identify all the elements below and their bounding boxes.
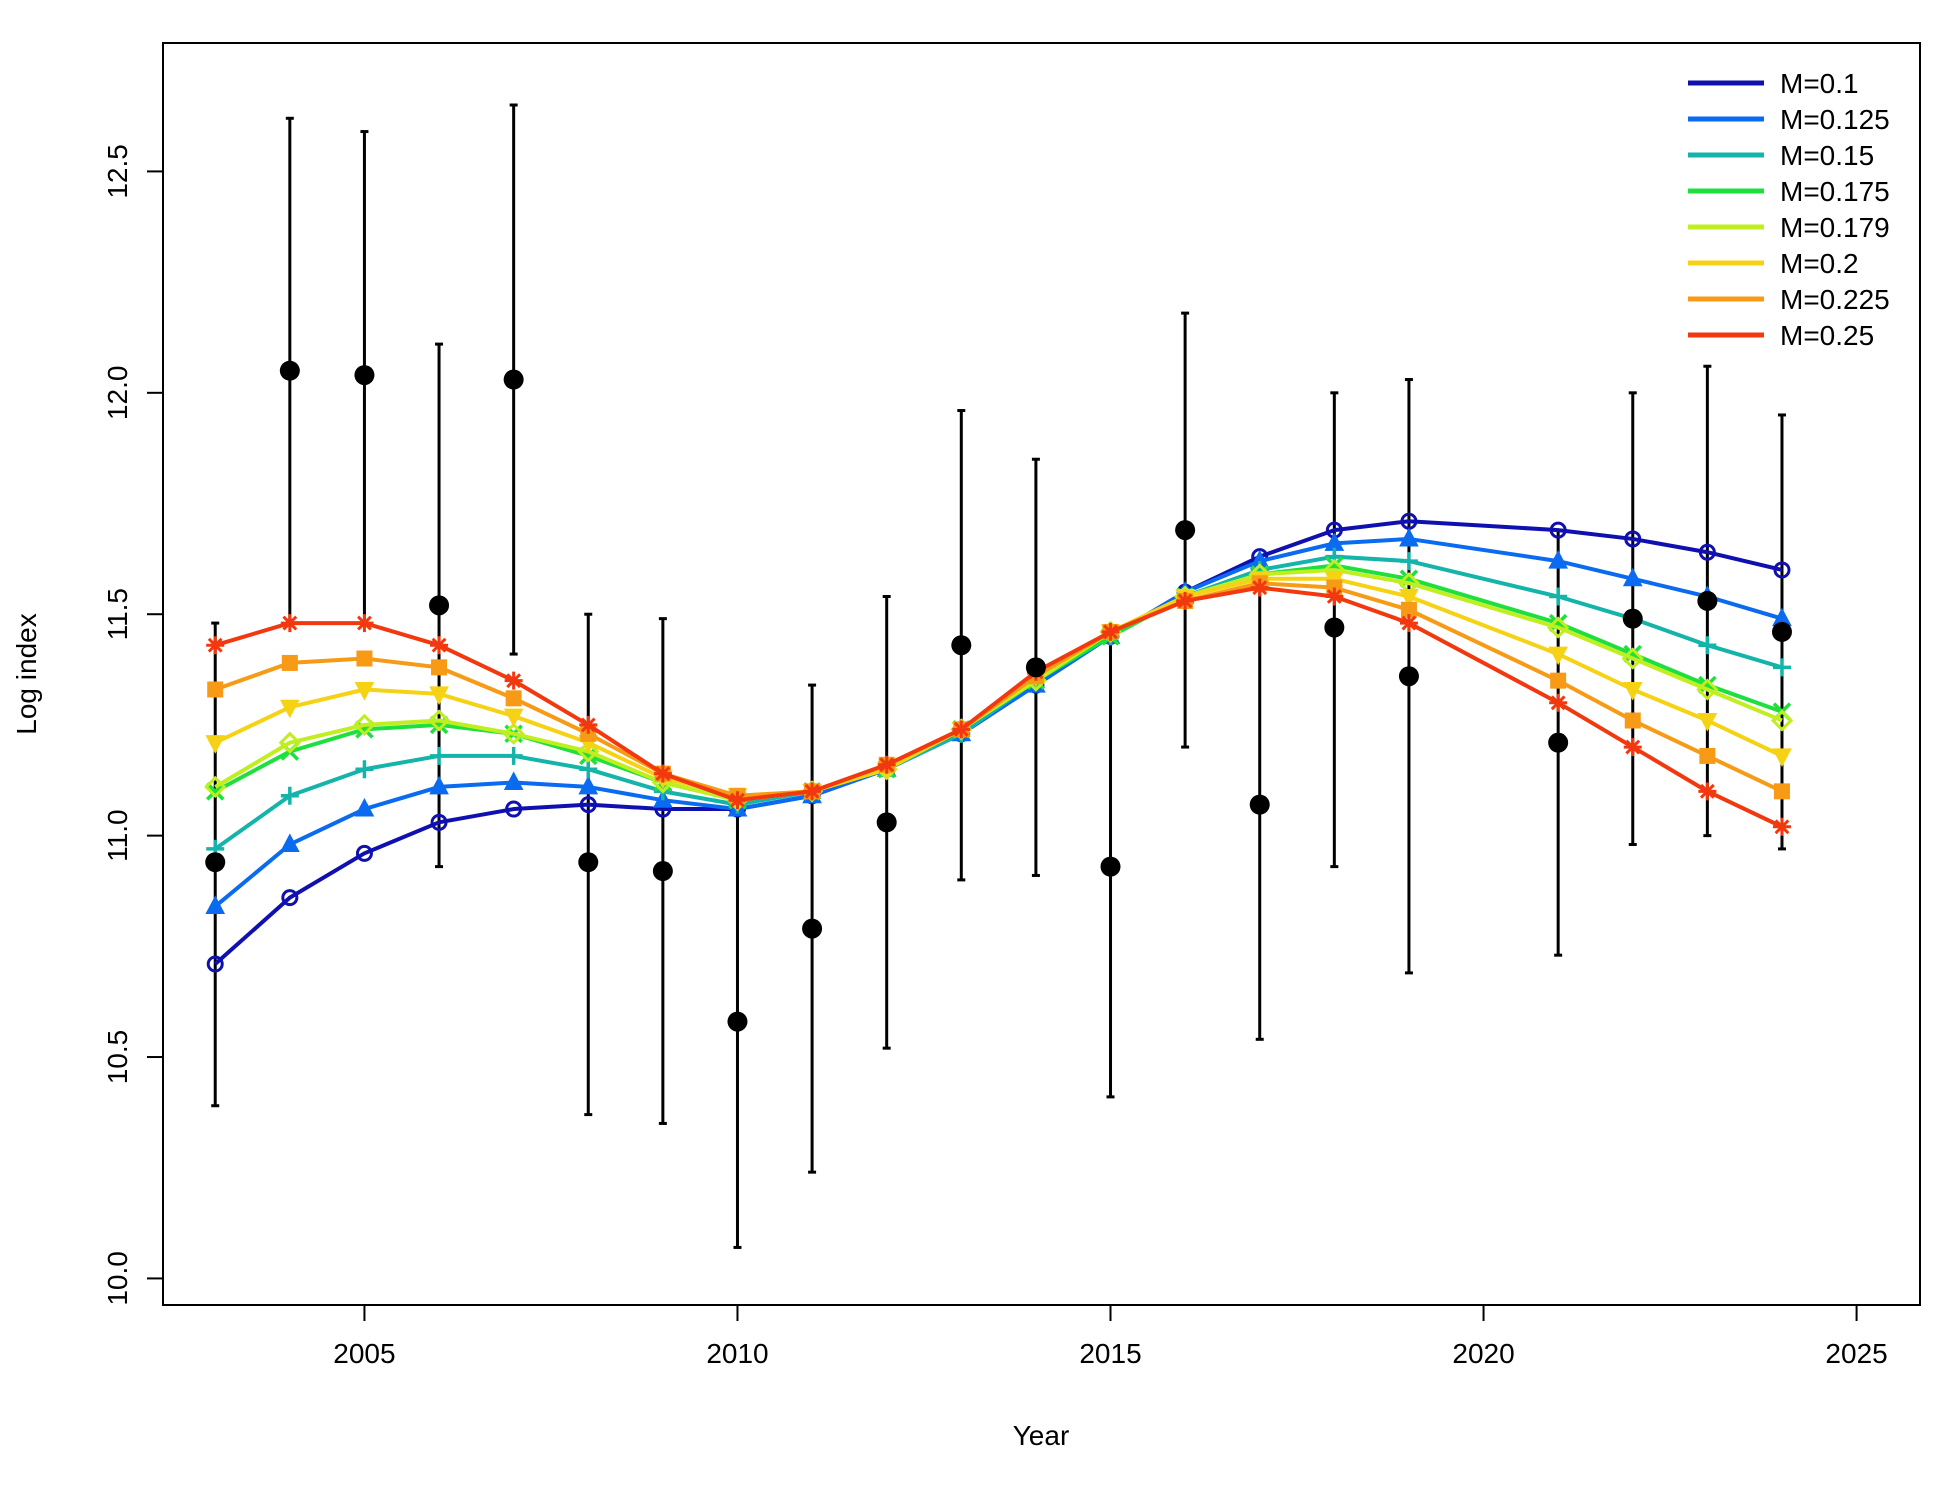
y-tick-label: 12.0 bbox=[102, 366, 133, 421]
observed-point bbox=[1399, 666, 1419, 686]
point-marker bbox=[1698, 782, 1716, 800]
point-marker bbox=[207, 681, 223, 697]
point-marker bbox=[282, 655, 298, 671]
x-tick-label: 2025 bbox=[1825, 1338, 1887, 1369]
legend-label: M=0.15 bbox=[1780, 140, 1874, 171]
series-line bbox=[215, 570, 1782, 800]
point-marker bbox=[505, 747, 523, 765]
point-marker bbox=[1773, 658, 1791, 676]
observed-point bbox=[802, 919, 822, 939]
x-tick-label: 2010 bbox=[706, 1338, 768, 1369]
point-marker bbox=[206, 636, 224, 654]
legend-item: M=0.179 bbox=[1688, 212, 1890, 243]
observed-point bbox=[727, 1012, 747, 1032]
x-tick-label: 2015 bbox=[1079, 1338, 1141, 1369]
point-marker bbox=[431, 659, 447, 675]
point-marker bbox=[281, 614, 299, 632]
point-marker bbox=[1176, 592, 1194, 610]
y-tick-label: 10.5 bbox=[102, 1030, 133, 1085]
point-marker bbox=[803, 782, 821, 800]
x-tick-label: 2005 bbox=[333, 1338, 395, 1369]
legend-label: M=0.225 bbox=[1780, 284, 1890, 315]
x-tick-label: 2020 bbox=[1452, 1338, 1514, 1369]
legend-item: M=0.1 bbox=[1688, 68, 1859, 99]
y-axis-title: Log index bbox=[11, 613, 42, 734]
point-marker bbox=[878, 756, 896, 774]
legend-label: M=0.175 bbox=[1780, 176, 1890, 207]
y-tick-label: 11.0 bbox=[102, 809, 133, 861]
point-marker bbox=[1549, 588, 1567, 606]
observed-point bbox=[1026, 657, 1046, 677]
observed-point bbox=[280, 361, 300, 381]
point-marker bbox=[1625, 712, 1641, 728]
legend-label: M=0.125 bbox=[1780, 104, 1890, 135]
legend-item: M=0.125 bbox=[1688, 104, 1890, 135]
series-line bbox=[215, 583, 1782, 796]
point-marker bbox=[356, 651, 372, 667]
series-line bbox=[215, 566, 1782, 801]
observed-point bbox=[1324, 618, 1344, 638]
point-marker bbox=[1699, 748, 1715, 764]
legend-label: M=0.25 bbox=[1780, 320, 1874, 351]
point-marker bbox=[1624, 738, 1642, 756]
legend-item: M=0.2 bbox=[1688, 248, 1859, 279]
observed-point bbox=[429, 595, 449, 615]
point-marker bbox=[579, 716, 597, 734]
y-tick-label: 11.5 bbox=[102, 588, 133, 640]
observed-point bbox=[653, 861, 673, 881]
point-marker bbox=[1698, 636, 1716, 654]
point-marker bbox=[1550, 673, 1566, 689]
point-marker bbox=[1102, 623, 1120, 641]
legend-label: M=0.2 bbox=[1780, 248, 1859, 279]
observed-point bbox=[951, 635, 971, 655]
point-marker bbox=[1549, 694, 1567, 712]
observed-point bbox=[1175, 520, 1195, 540]
point-marker bbox=[952, 720, 970, 738]
observed-point bbox=[1101, 857, 1121, 877]
point-marker bbox=[1400, 614, 1418, 632]
point-marker bbox=[430, 636, 448, 654]
observed-point bbox=[1623, 609, 1643, 629]
point-marker bbox=[1773, 749, 1791, 766]
series-line bbox=[215, 521, 1782, 964]
legend-item: M=0.15 bbox=[1688, 140, 1874, 171]
point-marker bbox=[206, 736, 224, 753]
observed-point bbox=[1697, 591, 1717, 611]
observed-point bbox=[1772, 622, 1792, 642]
observed-point bbox=[504, 370, 524, 390]
x-axis: 2005 2010 2015 2020 2025 bbox=[333, 1305, 1887, 1369]
point-marker bbox=[355, 760, 373, 778]
legend-item: M=0.175 bbox=[1688, 176, 1890, 207]
legend-label: M=0.1 bbox=[1780, 68, 1859, 99]
legend-item: M=0.25 bbox=[1688, 320, 1874, 351]
point-marker bbox=[1400, 552, 1418, 570]
legend: M=0.1 M=0.125 M=0.15 M=0.175 M=0.179 M=0.2 M=0… bbox=[1688, 68, 1890, 351]
point-marker bbox=[1251, 579, 1269, 597]
point-marker bbox=[1325, 588, 1343, 606]
observed-point bbox=[205, 852, 225, 872]
observed-point bbox=[1548, 733, 1568, 753]
point-marker bbox=[654, 765, 672, 783]
y-tick-label: 12.5 bbox=[102, 144, 133, 199]
point-marker bbox=[355, 614, 373, 632]
point-marker bbox=[430, 747, 448, 765]
point-marker bbox=[728, 791, 746, 809]
point-marker bbox=[1773, 818, 1791, 836]
point-marker bbox=[506, 690, 522, 706]
y-tick-label: 10.0 bbox=[102, 1251, 133, 1306]
legend-item: M=0.225 bbox=[1688, 284, 1890, 315]
point-marker bbox=[505, 672, 523, 690]
point-marker bbox=[1774, 783, 1790, 799]
x-axis-title: Year bbox=[1013, 1420, 1070, 1451]
y-axis: 10.0 10.5 11.0 11.5 12.0 12.5 bbox=[102, 144, 163, 1306]
observed-point bbox=[354, 365, 374, 385]
series-line bbox=[215, 579, 1782, 796]
observed-point bbox=[578, 852, 598, 872]
observed-point bbox=[877, 812, 897, 832]
observed-point bbox=[1250, 795, 1270, 815]
legend-label: M=0.179 bbox=[1780, 212, 1890, 243]
